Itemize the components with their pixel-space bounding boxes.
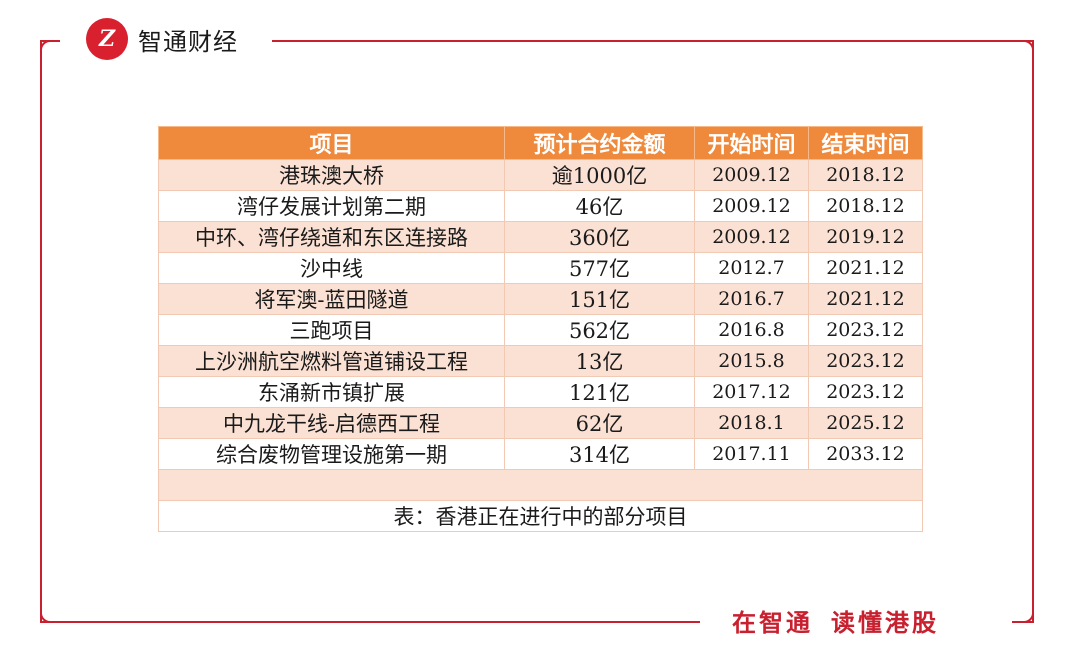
table-row: 沙中线 577亿 2012.7 2021.12 bbox=[158, 252, 923, 284]
contract-amount: 562亿 bbox=[504, 314, 695, 346]
frame-top-border bbox=[272, 40, 1034, 42]
slogan-part-2: 读懂港股 bbox=[831, 609, 939, 637]
end-date: 2025.12 bbox=[808, 407, 923, 439]
table-row: 将军澳-蓝田隧道 151亿 2016.7 2021.12 bbox=[158, 283, 923, 315]
column-header-amount: 预计合约金额 bbox=[504, 126, 695, 160]
frame-left-border bbox=[40, 40, 42, 623]
contract-amount: 360亿 bbox=[504, 221, 695, 253]
start-date: 2016.8 bbox=[694, 314, 809, 346]
start-date: 2009.12 bbox=[694, 221, 809, 253]
table-row: 中九龙干线-启德西工程 62亿 2018.1 2025.12 bbox=[158, 407, 923, 439]
table-row: 港珠澳大桥 逾1000亿 2009.12 2018.12 bbox=[158, 159, 923, 191]
table-row: 三跑项目 562亿 2016.8 2023.12 bbox=[158, 314, 923, 346]
table-row: 上沙洲航空燃料管道铺设工程 13亿 2015.8 2023.12 bbox=[158, 345, 923, 377]
end-date: 2023.12 bbox=[808, 345, 923, 377]
frame-corner bbox=[40, 611, 52, 623]
frame-bottom-border bbox=[40, 621, 700, 623]
end-date: 2019.12 bbox=[808, 221, 923, 253]
column-header-start: 开始时间 bbox=[694, 126, 809, 160]
start-date: 2017.11 bbox=[694, 438, 809, 470]
end-date: 2021.12 bbox=[808, 283, 923, 315]
contract-amount: 46亿 bbox=[504, 190, 695, 222]
frame-corner bbox=[40, 40, 52, 52]
project-name: 中九龙干线-启德西工程 bbox=[158, 407, 505, 439]
contract-amount: 577亿 bbox=[504, 252, 695, 284]
contract-amount: 13亿 bbox=[504, 345, 695, 377]
column-header-end: 结束时间 bbox=[808, 126, 923, 160]
start-date: 2009.12 bbox=[694, 190, 809, 222]
end-date: 2018.12 bbox=[808, 159, 923, 191]
start-date: 2016.7 bbox=[694, 283, 809, 315]
frame-corner bbox=[1022, 611, 1034, 623]
start-date: 2015.8 bbox=[694, 345, 809, 377]
table-header-row: 项目 预计合约金额 开始时间 结束时间 bbox=[158, 126, 923, 160]
end-date: 2018.12 bbox=[808, 190, 923, 222]
end-date: 2023.12 bbox=[808, 314, 923, 346]
project-name: 湾仔发展计划第二期 bbox=[158, 190, 505, 222]
end-date: 2023.12 bbox=[808, 376, 923, 408]
project-name: 沙中线 bbox=[158, 252, 505, 284]
projects-table: 项目 预计合约金额 开始时间 结束时间 港珠澳大桥 逾1000亿 2009.12… bbox=[158, 126, 923, 532]
column-header-project: 项目 bbox=[158, 126, 505, 160]
end-date: 2033.12 bbox=[808, 438, 923, 470]
blank-cell bbox=[158, 469, 923, 501]
start-date: 2017.12 bbox=[694, 376, 809, 408]
brand-logo: Z 智通财经 bbox=[86, 16, 248, 62]
contract-amount: 62亿 bbox=[504, 407, 695, 439]
contract-amount: 逾1000亿 bbox=[504, 159, 695, 191]
project-name: 中环、湾仔绕道和东区连接路 bbox=[158, 221, 505, 253]
table-caption-row: 表：香港正在进行中的部分项目 bbox=[158, 500, 923, 532]
contract-amount: 314亿 bbox=[504, 438, 695, 470]
table-row: 湾仔发展计划第二期 46亿 2009.12 2018.12 bbox=[158, 190, 923, 222]
project-name: 将军澳-蓝田隧道 bbox=[158, 283, 505, 315]
slogan-part-1: 在智通 bbox=[732, 609, 813, 637]
project-name: 上沙洲航空燃料管道铺设工程 bbox=[158, 345, 505, 377]
project-name: 综合废物管理设施第一期 bbox=[158, 438, 505, 470]
brand-slogan: 在智通 读懂港股 bbox=[732, 603, 939, 638]
project-name: 三跑项目 bbox=[158, 314, 505, 346]
table-row: 东涌新市镇扩展 121亿 2017.12 2023.12 bbox=[158, 376, 923, 408]
frame-corner bbox=[1022, 40, 1034, 52]
contract-amount: 151亿 bbox=[504, 283, 695, 315]
brand-logo-icon: Z bbox=[86, 18, 128, 60]
project-name: 港珠澳大桥 bbox=[158, 159, 505, 191]
table-row: 中环、湾仔绕道和东区连接路 360亿 2009.12 2019.12 bbox=[158, 221, 923, 253]
brand-name: 智通财经 bbox=[138, 27, 238, 56]
project-name: 东涌新市镇扩展 bbox=[158, 376, 505, 408]
table-blank-row bbox=[158, 469, 923, 501]
start-date: 2012.7 bbox=[694, 252, 809, 284]
contract-amount: 121亿 bbox=[504, 376, 695, 408]
end-date: 2021.12 bbox=[808, 252, 923, 284]
frame-right-border bbox=[1032, 40, 1034, 623]
start-date: 2009.12 bbox=[694, 159, 809, 191]
table-row: 综合废物管理设施第一期 314亿 2017.11 2033.12 bbox=[158, 438, 923, 470]
start-date: 2018.1 bbox=[694, 407, 809, 439]
table-caption: 表：香港正在进行中的部分项目 bbox=[158, 500, 923, 532]
